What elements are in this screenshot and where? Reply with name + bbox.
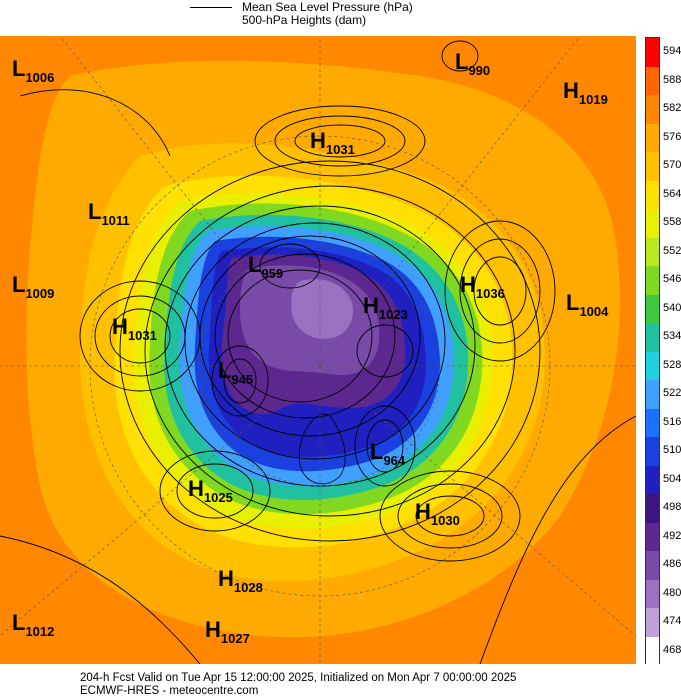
colorbar-swatch — [646, 266, 659, 295]
high-pressure-label: H1030 — [415, 499, 460, 528]
low-pressure-label: L945 — [218, 358, 253, 387]
colorbar-swatch — [646, 408, 659, 438]
high-pressure-label: H1036 — [460, 272, 505, 301]
colorbar-swatch — [646, 209, 659, 238]
pressure-systems: L1006 L990 H1019 H1031 L1011 L959 L1009 H1036 L1… — [12, 49, 609, 646]
high-pressure-label: H1031 — [112, 314, 157, 343]
low-pressure-label: L1009 — [12, 272, 54, 301]
colorbar-swatch — [646, 437, 659, 466]
low-pressure-label: L990 — [455, 49, 490, 78]
colorbar-tick-label: 516 — [663, 415, 681, 428]
colorbar-swatch — [646, 494, 659, 523]
colorbar-tick-label: 492 — [663, 529, 681, 542]
high-pressure-label: H1027 — [205, 617, 250, 646]
low-pressure-label: L964 — [370, 439, 406, 468]
high-pressure-label: H1019 — [563, 78, 608, 107]
colorbar-tick-label: 498 — [663, 501, 681, 514]
mslp-line-sample — [190, 7, 232, 8]
isobars — [0, 40, 636, 664]
colorbar-swatch — [646, 551, 659, 580]
low-pressure-label: L1006 — [12, 56, 54, 85]
colorbar-tick-label: 582 — [663, 102, 681, 115]
colorbar-tick-label: 522 — [663, 387, 681, 400]
map-legend: Mean Sea Level Pressure (hPa) 500-hPa He… — [190, 0, 490, 32]
colorbar-swatch — [646, 152, 659, 181]
low-pressure-label: L1004 — [566, 290, 609, 319]
low-pressure-label: L1012 — [12, 610, 54, 639]
colorbar-swatch — [646, 180, 659, 210]
colorbar-tick-label: 570 — [663, 159, 681, 172]
height-colorbar — [645, 37, 660, 666]
colorbar-swatch — [646, 294, 659, 324]
forecast-map: L1006 L990 H1019 H1031 L1011 L959 L1009 H1036 L1… — [0, 36, 636, 664]
colorbar-tick-label: 552 — [663, 244, 681, 257]
colorbar-tick-label: 576 — [663, 130, 681, 143]
colorbar-tick-label: 510 — [663, 444, 681, 457]
mslp-legend-label: Mean Sea Level Pressure (hPa) — [242, 0, 413, 14]
colorbar-tick-label: 588 — [663, 73, 681, 86]
colorbar-tick-label: 474 — [663, 615, 681, 628]
colorbar-swatch — [646, 237, 659, 267]
colorbar-swatch — [646, 608, 659, 637]
colorbar-tick-label: 486 — [663, 558, 681, 571]
low-pressure-label: L1011 — [88, 199, 130, 228]
colorbar-tick-label: 534 — [663, 330, 681, 343]
heights-legend-label: 500-hPa Heights (dam) — [242, 13, 367, 27]
high-pressure-label: H1028 — [218, 566, 263, 595]
colorbar-swatch — [646, 66, 659, 96]
high-pressure-label: H1031 — [310, 128, 355, 157]
colorbar-swatch — [646, 380, 659, 409]
colorbar-tick-label: 528 — [663, 358, 681, 371]
colorbar-swatch — [646, 465, 659, 495]
colorbar-tick-label: 504 — [663, 472, 681, 485]
colorbar-swatch — [646, 38, 659, 67]
colorbar-tick-label: 468 — [663, 643, 681, 656]
colorbar-tick-label: 558 — [663, 216, 681, 229]
graticule — [0, 36, 636, 664]
colorbar-tick-label: 564 — [663, 187, 681, 200]
forecast-valid-time: 204-h Fcst Valid on Tue Apr 15 12:00:00 … — [80, 672, 517, 684]
colorbar-tick-label: 540 — [663, 301, 681, 314]
landmass-greenland — [298, 413, 346, 485]
colorbar-swatch — [646, 323, 659, 352]
high-pressure-label: H1023 — [363, 293, 408, 322]
low-pressure-label: L959 — [248, 252, 283, 281]
colorbar-tick-label: 480 — [663, 586, 681, 599]
height-band-474-small — [291, 279, 354, 339]
high-pressure-label: H1025 — [188, 476, 233, 505]
colorbar-swatch — [646, 123, 659, 153]
colorbar-tick-label: 546 — [663, 273, 681, 286]
colorbar-swatch — [646, 351, 659, 381]
colorbar-swatch — [646, 522, 659, 552]
colorbar-swatch — [646, 636, 659, 666]
colorbar-swatch — [646, 579, 659, 609]
colorbar-tick-label: 594 — [663, 45, 681, 58]
model-credit: ECMWF-HRES - meteocentre.com — [80, 685, 259, 697]
colorbar-swatch — [646, 95, 659, 124]
